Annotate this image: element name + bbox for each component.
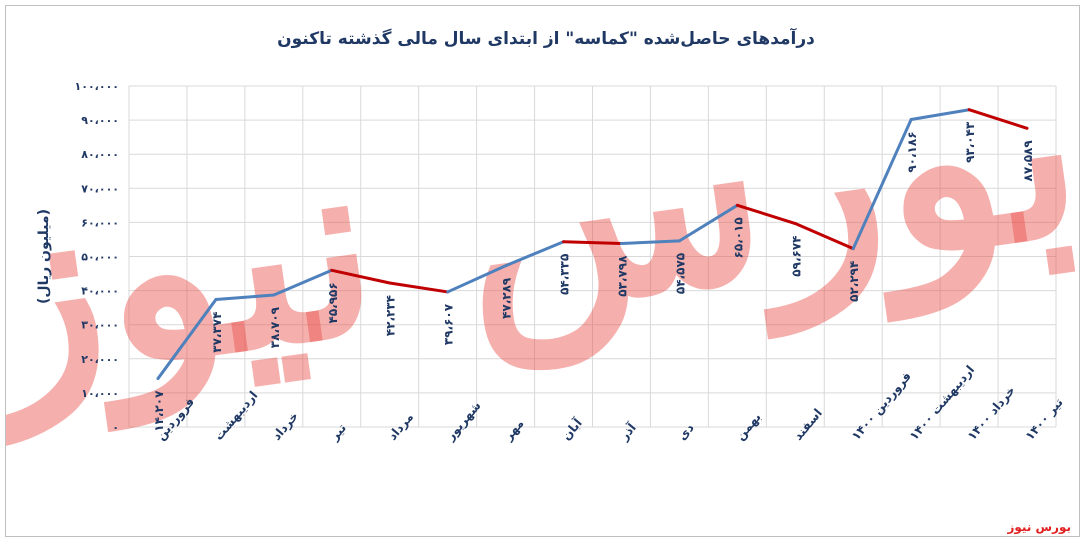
x-tick-label: خرداد — [269, 409, 301, 443]
data-label: ۵۲،۲۹۴ — [847, 261, 861, 302]
line-segment-increase — [851, 117, 913, 251]
x-tick-label: آذر — [616, 419, 640, 443]
y-tick-label: ۴۰،۰۰۰ — [81, 285, 119, 298]
line-segment-decrease — [967, 108, 1029, 130]
data-label: ۳۷،۳۷۴ — [210, 312, 224, 353]
y-tick-label: ۸۰،۰۰۰ — [81, 148, 119, 161]
chart-frame: بورس نیوز ۰ ۱۰،۰۰۰ ۲۰،۰۰۰ ۳۰،۰۰۰ ۴۰،۰۰۰ ۵۰،۰۰… — [5, 5, 1080, 537]
x-tick-label: آبان — [558, 415, 585, 443]
data-labels: ۱۴،۲۰۷ ۳۷،۳۷۴ ۳۸،۷۰۹ ۴۵،۹۵۶ ۴۲،۲۳۴ ۳۹،۶۰۷ ۴۷،۲… — [152, 121, 1035, 432]
y-tick-label: ۷۰،۰۰۰ — [81, 182, 119, 195]
watermark-text: بورس نیوز — [6, 6, 1079, 449]
data-label: ۵۴،۵۷۵ — [673, 253, 687, 294]
line-segment-increase — [619, 239, 681, 246]
line-segment-increase — [677, 203, 739, 243]
data-label: ۹۳،۰۴۳ — [963, 121, 977, 163]
data-label: ۸۷،۵۸۹ — [1021, 140, 1035, 182]
x-tick-label: تیر — [327, 421, 349, 444]
data-label: ۳۸،۷۰۹ — [268, 306, 282, 348]
line-segment-increase — [909, 108, 971, 121]
data-label: ۴۵،۹۵۶ — [326, 282, 340, 323]
data-label: ۵۴،۳۳۵ — [558, 254, 572, 295]
y-tick-label: ۶۰،۰۰۰ — [81, 216, 119, 229]
x-tick-label: اسفند — [791, 406, 825, 443]
y-tick-label: ۵۰،۰۰۰ — [81, 251, 119, 264]
y-axis-tick-labels: ۰ ۱۰،۰۰۰ ۲۰،۰۰۰ ۳۰،۰۰۰ ۴۰،۰۰۰ ۵۰،۰۰۰ ۶۰،۰۰۰ ۷۰،… — [75, 80, 119, 434]
x-tick-label: دی — [675, 421, 697, 443]
line-segment-decrease — [562, 240, 623, 246]
y-tick-label: ۱۰،۰۰۰ — [81, 387, 119, 400]
line-segment-increase — [156, 298, 218, 381]
line-segment-decrease — [793, 222, 855, 251]
line-segment-increase — [272, 268, 334, 297]
x-tick-label: خرداد ۱۴۰۰ — [965, 383, 1018, 443]
watermark-logo: بورس نیوز — [6, 6, 1079, 449]
source-label: بورس نیوز — [1007, 520, 1071, 534]
x-tick-label: شهریور — [443, 399, 485, 445]
x-tick-label: مهر — [501, 416, 527, 443]
y-tick-label: ۹۰،۰۰۰ — [81, 114, 119, 127]
data-label: ۵۳،۷۹۸ — [615, 255, 629, 297]
x-tick-label: تیر ۱۴۰۰ — [1023, 395, 1066, 443]
line-segment-increase — [446, 264, 508, 294]
data-label: ۴۲،۲۳۴ — [384, 295, 398, 336]
y-tick-label: ۱۰۰،۰۰۰ — [75, 80, 119, 93]
data-label: ۶۵،۰۱۵ — [731, 217, 745, 258]
line-segment-decrease — [735, 203, 797, 226]
data-label: ۴۷،۲۸۹ — [500, 277, 514, 319]
data-label: ۹۰،۱۸۶ — [905, 131, 919, 172]
line-segment-decrease — [330, 268, 392, 285]
y-tick-label: ۰ — [112, 421, 119, 434]
x-tick-label: مرداد — [385, 410, 416, 443]
y-tick-label: ۳۰،۰۰۰ — [81, 319, 119, 332]
line-segment-increase — [504, 240, 566, 268]
data-label: ۵۹،۶۷۴ — [789, 236, 803, 277]
chart-title: درآمدهای حاصل‌شده "کماسه" از ابتدای سال … — [277, 27, 815, 49]
data-label: ۱۴،۲۰۷ — [152, 390, 166, 432]
grid-lines — [128, 85, 1057, 428]
series-lines — [156, 108, 1029, 381]
revenue-line-chart: بورس نیوز ۰ ۱۰،۰۰۰ ۲۰،۰۰۰ ۳۰،۰۰۰ ۴۰،۰۰۰ ۵۰،۰۰… — [6, 6, 1079, 449]
line-segment-decrease — [388, 281, 450, 294]
x-tick-label: بهمن — [733, 410, 764, 443]
data-label: ۳۹،۶۰۷ — [442, 303, 456, 345]
y-tick-label: ۲۰،۰۰۰ — [81, 353, 119, 366]
y-axis-label: (میلیون ریال) — [36, 209, 52, 304]
line-segment-increase — [214, 293, 276, 302]
